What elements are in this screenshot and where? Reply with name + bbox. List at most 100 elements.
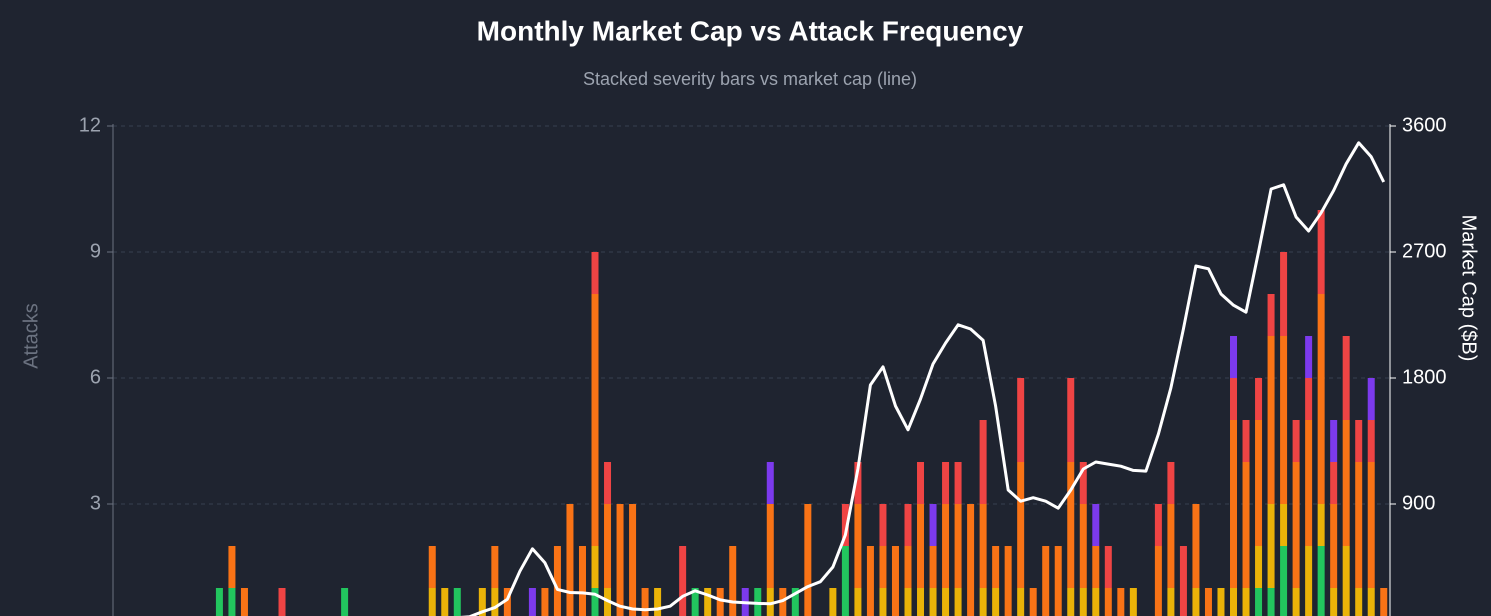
bar-segment — [1280, 252, 1288, 336]
chart-title: Monthly Market Cap vs Attack Frequency — [477, 15, 1024, 46]
bar-segment — [1380, 588, 1388, 616]
bar-segment — [954, 462, 962, 504]
bar-segment — [1367, 588, 1375, 616]
bar-segment — [1330, 504, 1338, 588]
bar-segment — [917, 462, 925, 504]
bar-segment — [228, 588, 236, 616]
bar-segment — [1355, 462, 1363, 588]
bar-segment — [1092, 588, 1100, 616]
bar-segment — [604, 462, 612, 504]
bar-segment — [992, 546, 1000, 588]
bar-segment — [1255, 378, 1263, 420]
bar-segment — [992, 588, 1000, 616]
bar-segment — [841, 546, 849, 616]
bar-segment — [904, 588, 912, 616]
bar-segment — [1230, 336, 1238, 378]
bar-segment — [1305, 378, 1313, 420]
bar-segment — [1280, 546, 1288, 616]
bar-segment — [1317, 504, 1325, 546]
bar-segment — [1154, 546, 1162, 616]
bar-segment — [491, 546, 499, 588]
bar-segment — [1192, 504, 1200, 588]
bar-segment — [1054, 546, 1062, 616]
bar-segment — [1330, 588, 1338, 616]
bar-segment — [954, 588, 962, 616]
bar-segment — [428, 546, 436, 588]
bar-segment — [1242, 420, 1250, 462]
bar-segment — [1267, 588, 1275, 616]
bar-segment — [1104, 588, 1112, 616]
y-tick-label: 6 — [90, 366, 101, 388]
bar-segment — [1267, 294, 1275, 336]
bar-segment — [591, 252, 599, 294]
bar-segment — [1167, 462, 1175, 504]
bar-segment — [1367, 462, 1375, 588]
bar-segment — [766, 462, 774, 504]
bar-segment — [341, 588, 349, 616]
bar-segment — [591, 546, 599, 588]
bar-segment — [528, 588, 536, 616]
bar-segment — [1367, 420, 1375, 462]
bar-segment — [629, 504, 637, 616]
bar-segment — [791, 588, 799, 616]
bar-segment — [879, 588, 887, 616]
bar-segment — [1217, 588, 1225, 616]
chart-subtitle: Stacked severity bars vs market cap (lin… — [583, 69, 917, 89]
bar-segment — [428, 588, 436, 616]
bar-segment — [1079, 588, 1087, 616]
bar-segment — [1017, 462, 1025, 588]
bar-segment — [766, 504, 774, 588]
y2-tick-label: 3600 — [1402, 114, 1447, 136]
bar-segment — [453, 588, 461, 616]
bar-segment — [691, 588, 699, 616]
bar-segment — [1292, 462, 1300, 588]
bar-segment — [766, 588, 774, 616]
bar-segment — [1204, 588, 1212, 616]
bar-segment — [1330, 420, 1338, 462]
y2-tick-label: 1800 — [1402, 366, 1447, 388]
bar-segment — [1230, 378, 1238, 420]
bar-segment — [904, 546, 912, 588]
bar-segment — [1342, 546, 1350, 616]
bar-segment — [679, 546, 687, 616]
bar-segment — [503, 588, 511, 616]
bar-segment — [1317, 210, 1325, 294]
bar-segment — [1255, 588, 1263, 616]
bar-segment — [215, 588, 223, 616]
bar-segment — [1017, 588, 1025, 616]
y2-tick-label: 2700 — [1402, 240, 1447, 262]
bar-segment — [1017, 378, 1025, 462]
bar-segment — [1042, 546, 1050, 616]
y-tick-label: 3 — [90, 492, 101, 514]
bar-segment — [566, 504, 574, 616]
bar-segment — [879, 546, 887, 588]
bar-segment — [478, 588, 486, 616]
bar-segment — [654, 588, 662, 616]
bar-segment — [616, 504, 624, 616]
bar-segment — [942, 462, 950, 504]
bar-segment — [1242, 462, 1250, 588]
bar-segment — [854, 588, 862, 616]
bar-segment — [716, 588, 724, 616]
bar-segment — [1305, 336, 1313, 378]
bar-segment — [240, 588, 248, 616]
bar-segment — [1092, 504, 1100, 546]
bar-segment — [1355, 588, 1363, 616]
bar-segment — [441, 588, 449, 616]
bar-segment — [553, 546, 561, 616]
bar-segment — [704, 588, 712, 616]
bar-segment — [829, 588, 837, 616]
bar-segment — [1067, 378, 1075, 462]
bar-segment — [917, 588, 925, 616]
bar-segment — [591, 588, 599, 616]
bar-segment — [1317, 294, 1325, 504]
bar-segment — [1292, 420, 1300, 462]
bar-segment — [854, 504, 862, 588]
bar-segment — [1167, 588, 1175, 616]
bar-segment — [1104, 546, 1112, 588]
bar-segment — [541, 588, 549, 616]
bar-segment — [929, 546, 937, 588]
bar-segment — [1179, 546, 1187, 616]
bar-segment — [1280, 504, 1288, 546]
